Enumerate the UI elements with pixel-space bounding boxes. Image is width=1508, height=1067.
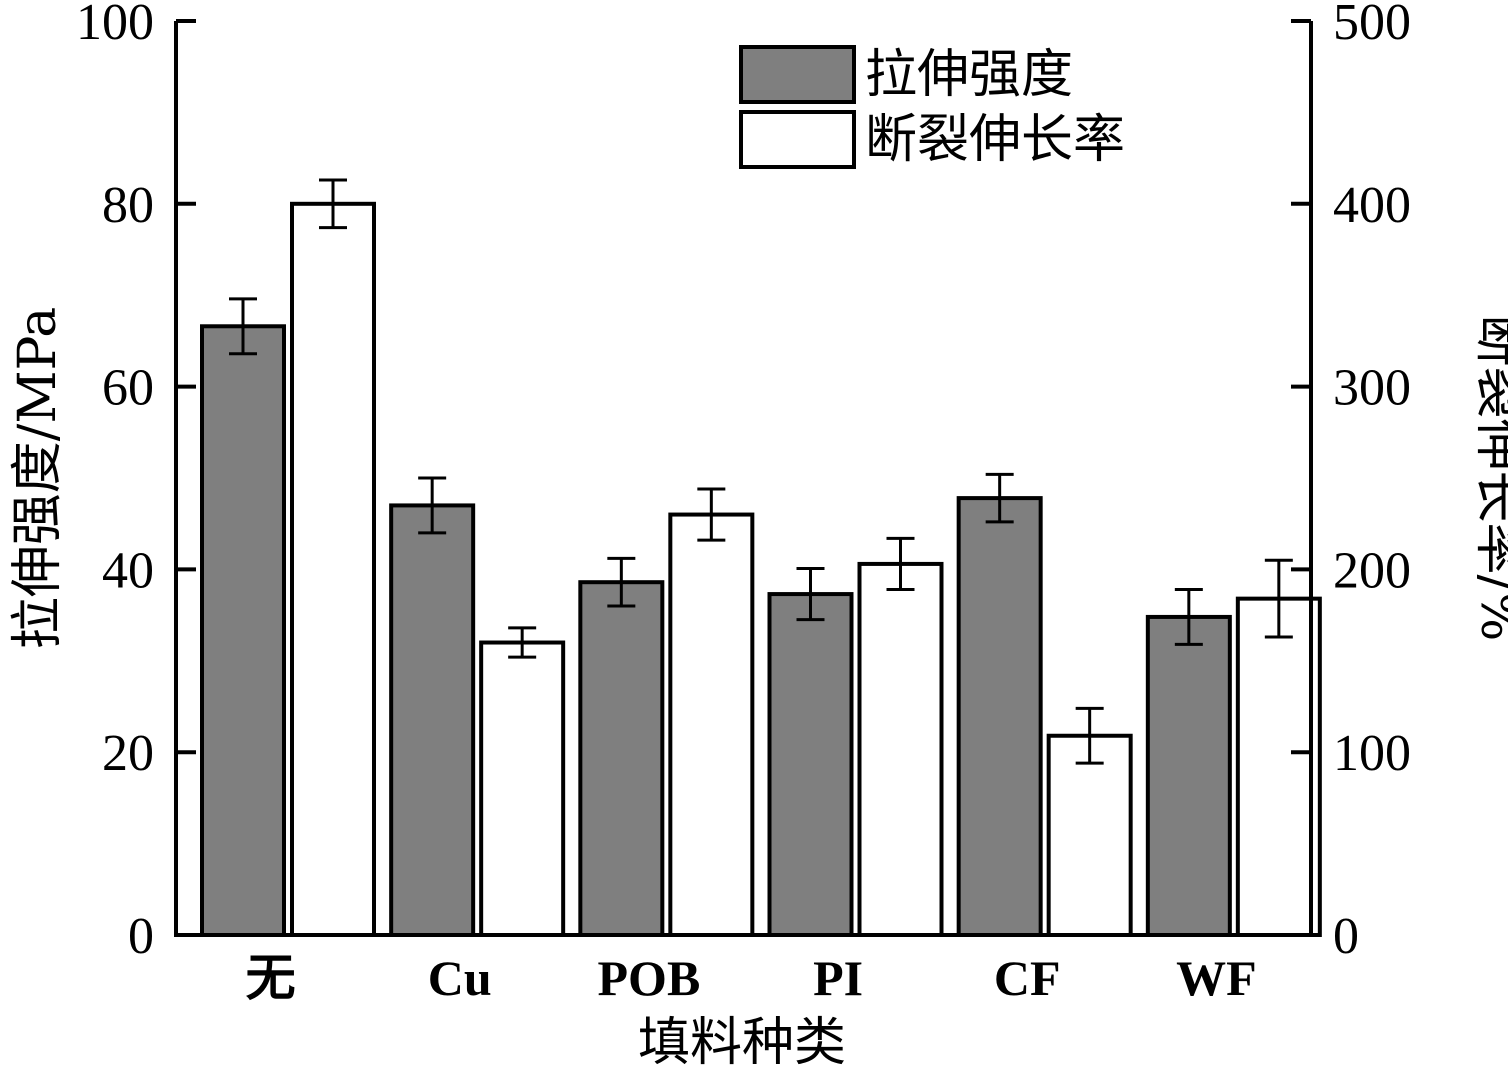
error-bar-tensile-strength-3 bbox=[796, 566, 825, 622]
bar-tensile-strength-5 bbox=[1145, 614, 1232, 937]
x-tick-label-5: WF bbox=[1176, 950, 1257, 1006]
y-axis-right-title: 断裂伸长率/% bbox=[1469, 315, 1508, 642]
bar-tensile-strength-0 bbox=[200, 324, 286, 937]
error-bar-tensile-strength-0 bbox=[229, 297, 257, 356]
legend-label-tensile-strength: 拉伸强度 bbox=[865, 45, 1073, 105]
y-left-tick-label-0: 0 bbox=[128, 908, 154, 965]
legend-label-elongation: 断裂伸长率 bbox=[865, 110, 1125, 170]
error-bar-tensile-strength-4 bbox=[985, 472, 1014, 524]
bar-elongation-0 bbox=[290, 201, 376, 938]
bars-layer bbox=[200, 178, 1322, 938]
bar-elongation-3 bbox=[857, 561, 944, 938]
bar-elongation-1 bbox=[479, 640, 566, 938]
y-left-tick-label-4: 80 bbox=[102, 177, 154, 234]
legend: 拉伸强度 断裂伸长率 bbox=[739, 45, 1125, 170]
error-bar-elongation-3 bbox=[886, 536, 915, 592]
error-bar-elongation-2 bbox=[697, 487, 726, 542]
bar-tensile-strength-3 bbox=[767, 592, 854, 937]
y-left-tick-label-2: 40 bbox=[102, 542, 154, 599]
bar-elongation-5 bbox=[1235, 596, 1322, 937]
error-bar-tensile-strength-2 bbox=[607, 556, 636, 608]
y-right-tick-label-0: 0 bbox=[1333, 908, 1359, 965]
error-bar-elongation-0 bbox=[319, 178, 347, 230]
y-right-tick-label-4: 400 bbox=[1333, 177, 1411, 234]
ticks-layer: 无 Cu POB PI CF WF 0 20 40 60 80 100 0 100 200 300 400 500 bbox=[76, 0, 1411, 1006]
y-left-tick-label-5: 100 bbox=[76, 0, 154, 51]
x-tick-label-3: PI bbox=[813, 950, 863, 1006]
error-bar-elongation-1 bbox=[508, 626, 537, 659]
bar-tensile-strength-4 bbox=[956, 496, 1043, 937]
y-right-tick-label-5: 500 bbox=[1333, 0, 1411, 51]
bar-elongation-4 bbox=[1046, 733, 1133, 937]
y-axis-left-title: 拉伸强度/MPa bbox=[8, 307, 68, 649]
y-right-tick-label-1: 100 bbox=[1333, 725, 1411, 782]
legend-swatch-tensile-strength bbox=[739, 45, 856, 104]
error-bar-tensile-strength-5 bbox=[1174, 588, 1203, 646]
y-left-tick-label-3: 60 bbox=[102, 360, 154, 417]
axes-layer bbox=[174, 21, 1313, 937]
error-bar-elongation-4 bbox=[1075, 706, 1104, 765]
y-right-tick-label-2: 200 bbox=[1333, 542, 1411, 599]
bar-tensile-strength-2 bbox=[578, 580, 665, 937]
bar-elongation-2 bbox=[668, 512, 755, 937]
y-left-tick-label-1: 20 bbox=[102, 725, 154, 782]
y-right-tick-label-3: 300 bbox=[1333, 360, 1411, 417]
x-tick-label-1: Cu bbox=[428, 950, 492, 1006]
legend-swatch-elongation bbox=[739, 110, 856, 169]
x-tick-label-4: CF bbox=[994, 950, 1061, 1006]
x-axis-title: 填料种类 bbox=[638, 1013, 846, 1067]
x-tick-label-2: POB bbox=[598, 950, 701, 1006]
error-bar-elongation-5 bbox=[1264, 558, 1293, 639]
bar-tensile-strength-1 bbox=[389, 503, 476, 937]
x-tick-label-0: 无 bbox=[246, 950, 296, 1006]
error-bar-tensile-strength-1 bbox=[418, 476, 447, 535]
